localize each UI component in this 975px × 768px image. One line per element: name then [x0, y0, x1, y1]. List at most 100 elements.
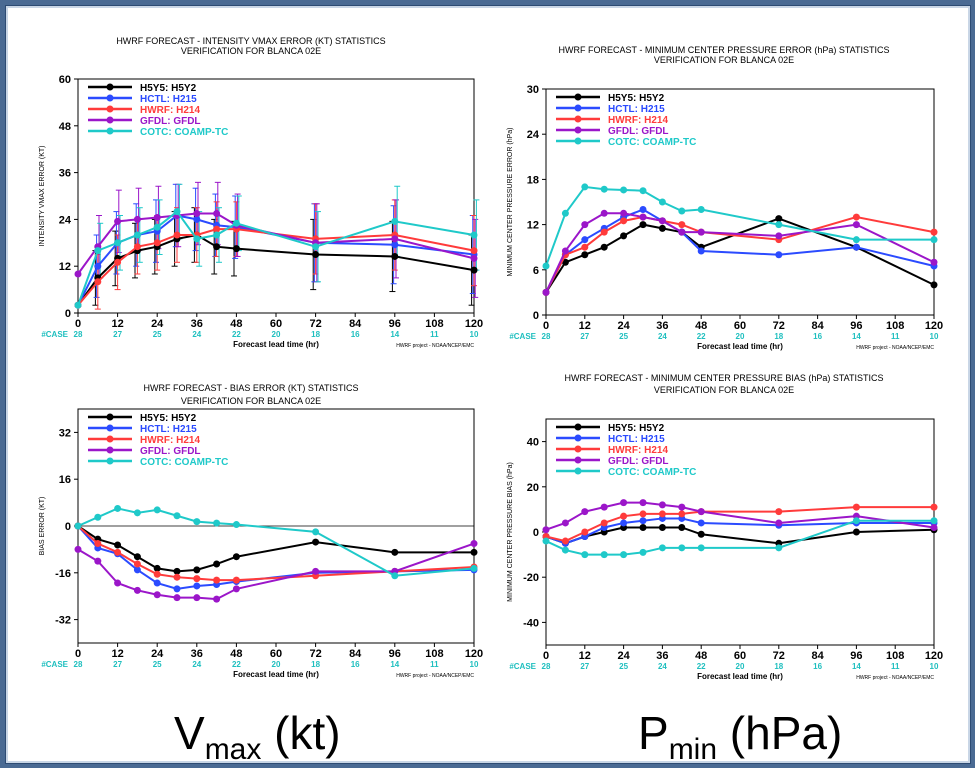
x-tick-label: 60 [734, 650, 746, 662]
data-point [852, 221, 860, 229]
case-count-label: 24 [192, 330, 201, 339]
vmax-label-unit: (kt) [261, 707, 341, 759]
legend-marker [574, 115, 582, 123]
y-tick-label: 6 [533, 265, 539, 277]
data-point [542, 288, 550, 296]
legend-label: H5Y5: H5Y2 [608, 93, 665, 104]
data-point [639, 517, 647, 525]
data-point [775, 215, 783, 223]
y-tick-label: 36 [59, 168, 71, 180]
y-tick-label: 0 [65, 308, 71, 320]
data-point [620, 209, 628, 217]
x-tick-label: 120 [925, 650, 943, 662]
vmax-label-sub: max [204, 733, 262, 767]
case-count-label: 16 [813, 332, 822, 341]
case-count-label: 22 [232, 330, 241, 339]
case-count-label: 10 [470, 660, 479, 669]
chart-title: HWRF FORECAST - MINIMUM CENTER PRESSURE … [558, 45, 889, 55]
legend-marker [574, 467, 582, 475]
y-tick-label: 12 [527, 220, 539, 232]
x-tick-label: 84 [811, 650, 824, 662]
data-point [581, 236, 589, 244]
data-point [852, 243, 860, 251]
data-point [852, 213, 860, 221]
x-tick-label: 84 [349, 318, 362, 330]
series-line [77, 507, 475, 577]
y-tick-label: -16 [55, 568, 71, 580]
chart-pmin-error: HWRF FORECAST - MINIMUM CENTER PRESSURE … [484, 31, 964, 381]
legend-label: HWRF: H214 [608, 445, 668, 456]
legend-marker [574, 137, 582, 145]
y-tick-label: 32 [59, 427, 71, 439]
data-point [697, 519, 705, 527]
chart-title: HWRF FORECAST - INTENSITY VMAX ERROR (KT… [116, 36, 385, 46]
data-point [213, 225, 221, 233]
data-point [561, 546, 569, 554]
data-point [213, 595, 221, 603]
data-point [232, 521, 240, 529]
chart-title: HWRF FORECAST - BIAS ERROR (KT) STATISTI… [143, 383, 358, 393]
x-tick-label: 0 [543, 650, 549, 662]
data-point [930, 281, 938, 289]
data-point [930, 258, 938, 266]
data-point [173, 573, 181, 581]
x-tick-label: 60 [270, 648, 282, 660]
data-point [470, 231, 478, 239]
y-tick-label: 0 [533, 310, 539, 322]
data-point [600, 209, 608, 217]
case-count-label: 27 [113, 660, 122, 669]
data-point [658, 217, 666, 225]
chart-vmax-error: HWRF FORECAST - INTENSITY VMAX ERROR (KT… [16, 31, 486, 381]
case-count-label: 27 [580, 662, 589, 671]
data-point [639, 187, 647, 195]
case-count-label: 11 [430, 660, 439, 669]
x-tick-label: 108 [886, 650, 904, 662]
y-tick-label: 40 [527, 437, 539, 449]
data-point [232, 585, 240, 593]
x-tick-label: 12 [579, 320, 591, 332]
case-prefix-label: #CASE [509, 662, 536, 671]
x-tick-label: 84 [349, 648, 362, 660]
data-point [542, 537, 550, 545]
data-point [600, 185, 608, 193]
legend-label: GFDL: GFDL [608, 126, 669, 137]
y-tick-label: 0 [533, 527, 539, 539]
data-point [193, 582, 201, 590]
y-axis-label: MINIMUM CENTER PRESSURE BIAS (hPa) [507, 462, 514, 602]
case-count-label: 27 [113, 330, 122, 339]
x-tick-label: 96 [389, 318, 401, 330]
x-tick-label: 24 [617, 320, 630, 332]
x-tick-label: 48 [230, 318, 242, 330]
data-point [930, 503, 938, 511]
legend-label: HCTL: H215 [140, 94, 197, 105]
data-point [133, 566, 141, 574]
x-tick-label: 48 [230, 648, 242, 660]
case-count-label: 25 [619, 332, 628, 341]
case-count-label: 20 [736, 662, 745, 671]
data-point [391, 235, 399, 243]
chart-vmax-bias: HWRF FORECAST - BIAS ERROR (KT) STATISTI… [16, 361, 486, 691]
data-point [94, 557, 102, 565]
legend-label: GFDL: GFDL [140, 446, 201, 457]
data-point [173, 585, 181, 593]
legend-label: HWRF: H214 [140, 105, 200, 116]
x-tick-label: 120 [925, 320, 943, 332]
case-count-label: 11 [430, 330, 439, 339]
data-point [391, 548, 399, 556]
data-point [658, 224, 666, 232]
data-point [542, 262, 550, 270]
legend-marker [574, 434, 582, 442]
data-point [600, 503, 608, 511]
case-count-label: 20 [272, 660, 281, 669]
case-count-label: 28 [74, 660, 83, 669]
x-tick-label: 72 [773, 650, 785, 662]
x-tick-label: 0 [543, 320, 549, 332]
data-point [600, 551, 608, 559]
legend-marker [106, 94, 114, 102]
chart-subtitle: VERIFICATION FOR BLANCA 02E [654, 385, 794, 395]
data-point [852, 528, 860, 536]
data-point [852, 236, 860, 244]
case-prefix-label: #CASE [41, 330, 68, 339]
data-point [620, 217, 628, 225]
series-line [545, 212, 935, 293]
